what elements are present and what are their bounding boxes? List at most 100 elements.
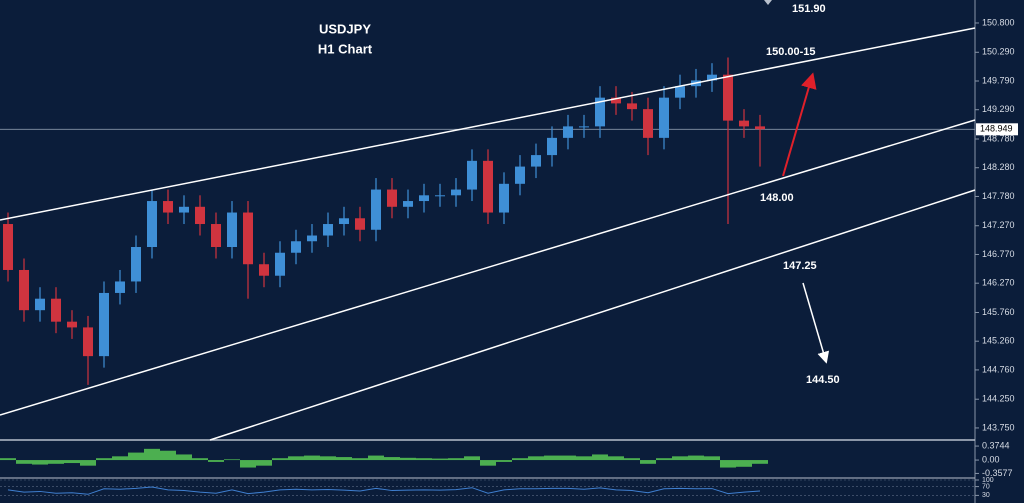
candle-body bbox=[723, 74, 733, 121]
channel-line bbox=[209, 189, 976, 441]
channel-line bbox=[0, 119, 976, 416]
candle-body bbox=[435, 195, 445, 197]
macd-bar bbox=[464, 456, 480, 461]
candle-body bbox=[707, 74, 717, 81]
macd-bar bbox=[32, 460, 48, 465]
macd-bar bbox=[544, 455, 560, 461]
channel-line bbox=[0, 27, 976, 221]
candle-body bbox=[355, 218, 365, 230]
rsi-tick-label: 70 bbox=[982, 483, 990, 490]
macd-bar bbox=[352, 458, 368, 461]
macd-bar bbox=[384, 457, 400, 461]
candle-body bbox=[515, 166, 525, 184]
plot-area bbox=[0, 57, 975, 496]
candle-body bbox=[99, 292, 109, 357]
candle-body bbox=[467, 160, 477, 190]
annotation: 147.25 bbox=[783, 260, 817, 272]
candle-body bbox=[531, 155, 541, 167]
y-tick-label: 145.760 bbox=[982, 307, 1015, 317]
macd-bar bbox=[416, 458, 432, 461]
candle-body bbox=[675, 86, 685, 98]
macd-bar bbox=[592, 454, 608, 461]
candle-body bbox=[659, 97, 669, 138]
macd-bar bbox=[160, 450, 176, 461]
y-tick-label: 147.780 bbox=[982, 191, 1015, 201]
macd-bar bbox=[320, 456, 336, 461]
candle-body bbox=[323, 224, 333, 236]
candle-body bbox=[755, 126, 765, 130]
macd-bar bbox=[64, 460, 80, 464]
macd-bar bbox=[80, 460, 96, 466]
macd-bar bbox=[16, 460, 32, 464]
candle-body bbox=[403, 201, 413, 207]
y-tick-label: 147.270 bbox=[982, 220, 1015, 230]
y-tick-label: 144.760 bbox=[982, 364, 1015, 374]
last-price-label: 148.949 bbox=[980, 124, 1013, 134]
macd-bar bbox=[656, 458, 672, 461]
macd-bar bbox=[752, 460, 768, 464]
macd-bar bbox=[624, 458, 640, 461]
macd-bar bbox=[496, 460, 512, 462]
candle-body bbox=[627, 103, 637, 110]
macd-bar bbox=[512, 458, 528, 461]
candle-body bbox=[387, 189, 397, 207]
macd-bar bbox=[208, 460, 224, 462]
candle-body bbox=[147, 201, 157, 247]
macd-tick-label: 0.00 bbox=[982, 454, 1000, 464]
macd-bar bbox=[704, 456, 720, 461]
candle-body bbox=[163, 201, 173, 213]
macd-bar bbox=[96, 458, 112, 461]
macd-bar bbox=[576, 456, 592, 461]
candle-body bbox=[211, 224, 221, 247]
candle-body bbox=[451, 189, 461, 196]
candle-body bbox=[579, 126, 589, 128]
y-tick-label: 149.290 bbox=[982, 104, 1015, 114]
y-tick-label: 143.750 bbox=[982, 422, 1015, 432]
annotation: 144.50 bbox=[806, 374, 840, 386]
y-tick-label: 149.790 bbox=[982, 75, 1015, 85]
y-tick-label: 146.270 bbox=[982, 278, 1015, 288]
macd-bar bbox=[304, 455, 320, 461]
candle-body bbox=[371, 189, 381, 230]
candle-body bbox=[547, 137, 557, 156]
candle-body bbox=[499, 183, 509, 213]
macd-bar bbox=[48, 460, 64, 464]
candle-body bbox=[611, 97, 621, 104]
macd-bar bbox=[640, 460, 656, 464]
macd-bar bbox=[368, 455, 384, 461]
chart-subtitle: H1 Chart bbox=[318, 41, 373, 56]
candle-body bbox=[339, 218, 349, 225]
macd-bar bbox=[400, 457, 416, 461]
candle-body bbox=[483, 160, 493, 213]
macd-bar bbox=[240, 460, 256, 468]
macd-bar bbox=[272, 458, 288, 461]
y-tick-label: 144.250 bbox=[982, 394, 1015, 404]
macd-bar bbox=[224, 459, 240, 461]
annotation: 151.90 bbox=[792, 3, 826, 15]
up-arrow bbox=[782, 72, 817, 177]
annotation: 148.00 bbox=[760, 192, 794, 204]
macd-bar bbox=[144, 448, 160, 461]
last-price-box bbox=[976, 123, 1018, 136]
macd-bar bbox=[720, 460, 736, 468]
y-tick-label: 148.280 bbox=[982, 162, 1015, 172]
macd-bar bbox=[0, 458, 16, 461]
candle-body bbox=[131, 246, 141, 282]
macd-bar bbox=[128, 452, 144, 461]
macd-bar bbox=[480, 460, 496, 466]
marker-triangle bbox=[764, 0, 772, 5]
candle-body bbox=[227, 212, 237, 247]
macd-bar bbox=[560, 455, 576, 461]
candle-body bbox=[35, 298, 45, 311]
candle-body bbox=[179, 206, 189, 213]
rsi-line bbox=[7, 486, 761, 495]
candle-body bbox=[3, 224, 13, 270]
candle-body bbox=[419, 195, 429, 202]
candle-body bbox=[563, 126, 573, 138]
macd-bar bbox=[192, 458, 208, 461]
y-tick-label: 146.770 bbox=[982, 249, 1015, 259]
candle-body bbox=[275, 252, 285, 276]
macd-bar bbox=[336, 457, 352, 461]
